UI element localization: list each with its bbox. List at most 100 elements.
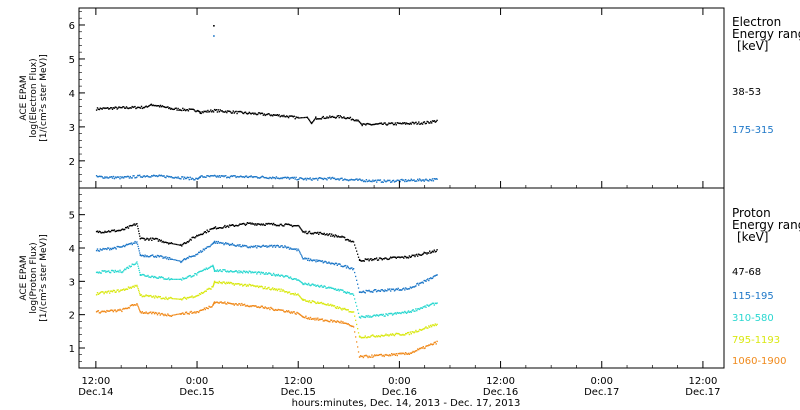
data-point — [251, 112, 253, 114]
data-point — [140, 274, 143, 276]
data-point — [418, 328, 421, 331]
data-point — [138, 289, 140, 291]
data-point — [381, 181, 383, 183]
data-point — [338, 116, 340, 119]
data-point — [213, 283, 215, 285]
data-point — [421, 307, 424, 309]
data-point — [318, 233, 320, 235]
data-point — [136, 107, 138, 109]
data-point — [329, 321, 331, 323]
data-point — [131, 304, 133, 306]
data-point — [263, 224, 265, 226]
data-point — [434, 302, 436, 304]
data-point — [325, 117, 327, 119]
data-point — [189, 296, 191, 298]
data-point — [261, 245, 264, 247]
data-point — [350, 293, 352, 295]
data-point — [219, 301, 221, 303]
data-point — [279, 275, 281, 277]
data-point — [267, 287, 269, 289]
data-point — [211, 306, 213, 308]
data-point — [127, 243, 130, 245]
data-point — [114, 106, 116, 108]
data-point — [340, 116, 342, 118]
data-point — [295, 225, 297, 227]
data-point — [336, 178, 338, 180]
data-point — [410, 352, 412, 354]
data-point — [272, 308, 274, 310]
data-point — [200, 233, 203, 236]
data-point — [139, 271, 141, 274]
data-point — [211, 286, 213, 288]
data-point — [207, 246, 209, 248]
data-point — [176, 278, 178, 280]
data-point — [197, 235, 199, 237]
data-point — [95, 294, 98, 296]
data-point — [394, 289, 397, 291]
data-point — [124, 176, 127, 178]
data-point — [249, 270, 251, 273]
data-point — [110, 176, 113, 178]
data-point — [139, 294, 142, 296]
data-point — [99, 292, 101, 294]
data-point — [296, 311, 298, 314]
data-point — [140, 255, 143, 257]
data-point — [384, 315, 386, 317]
data-point — [369, 258, 371, 261]
data-point — [152, 237, 154, 239]
data-point — [180, 261, 182, 264]
data-point — [217, 282, 219, 284]
x-axis-label: hours:minutes, Dec. 14, 2013 - Dec. 17, … — [292, 398, 521, 409]
data-point — [432, 180, 435, 182]
data-point — [280, 274, 282, 276]
data-point — [250, 223, 252, 225]
data-point — [394, 256, 397, 258]
data-point — [109, 107, 112, 109]
data-point — [319, 260, 322, 262]
data-point — [397, 287, 399, 290]
data-point — [212, 175, 215, 177]
data-point — [227, 110, 229, 112]
data-point — [129, 286, 132, 289]
data-point — [169, 296, 172, 299]
data-point — [105, 248, 107, 250]
data-point — [120, 271, 122, 273]
data-point — [382, 123, 384, 125]
data-point — [163, 256, 165, 258]
data-point — [381, 334, 383, 337]
data-point — [246, 284, 249, 286]
data-point — [372, 356, 374, 358]
data-point — [236, 244, 238, 247]
data-point — [178, 298, 181, 300]
data-point — [423, 180, 425, 182]
data-point — [101, 310, 103, 312]
data-point — [223, 226, 225, 228]
data-point — [257, 245, 260, 247]
data-point — [142, 237, 144, 240]
data-point — [271, 274, 273, 276]
data-point — [335, 116, 338, 119]
data-point — [228, 271, 230, 273]
data-point — [413, 332, 415, 334]
data-point — [414, 180, 416, 182]
data-point — [341, 322, 343, 324]
data-point — [434, 121, 436, 123]
data-point — [364, 292, 366, 294]
data-point — [237, 283, 239, 285]
data-point — [369, 180, 371, 183]
data-point — [430, 324, 432, 327]
data-point — [203, 291, 206, 293]
data-point — [201, 292, 204, 294]
data-point — [128, 265, 131, 267]
data-point — [164, 298, 166, 300]
data-point — [394, 122, 397, 124]
data-point — [299, 252, 301, 254]
data-point — [309, 177, 311, 179]
data-point — [372, 258, 374, 261]
data-point — [305, 230, 307, 233]
data-point — [362, 356, 365, 359]
data-point — [302, 178, 304, 180]
data-point — [357, 328, 359, 330]
data-point — [193, 296, 195, 298]
data-point — [307, 257, 310, 260]
